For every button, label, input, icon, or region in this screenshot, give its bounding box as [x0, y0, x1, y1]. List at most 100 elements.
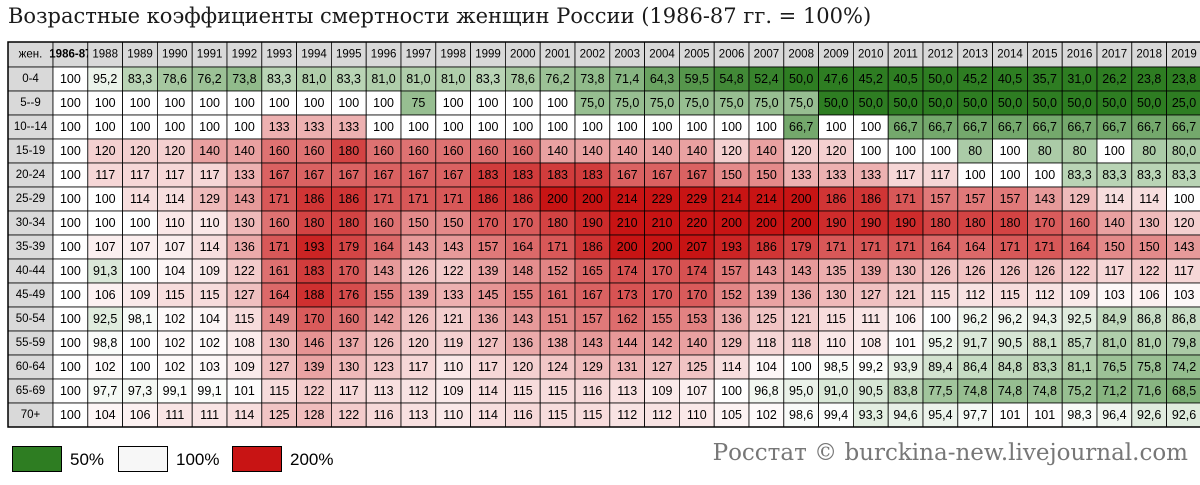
cell-value: 106	[130, 408, 151, 422]
heatmap-cell	[226, 402, 263, 428]
heatmap-cell	[435, 234, 471, 260]
heatmap-cell	[261, 258, 297, 284]
cell-value: 97,7	[963, 408, 987, 422]
heatmap-cell	[330, 282, 367, 308]
cell-value: 104	[199, 312, 220, 326]
cell-value: 120	[791, 144, 812, 158]
heatmap-cell	[1166, 378, 1200, 404]
cell-value: 120	[826, 144, 847, 158]
cell-value: 150	[1139, 240, 1160, 254]
cell-value: 210	[617, 216, 638, 230]
cell-value: 100	[95, 192, 116, 206]
heatmap-cell	[226, 282, 263, 308]
cell-value: 137	[338, 336, 359, 350]
heatmap-cell	[87, 114, 124, 140]
heatmap-cell	[1027, 330, 1063, 356]
cell-value: 100	[60, 96, 81, 110]
heatmap-cell	[1096, 90, 1133, 116]
heatmap-cell	[330, 186, 367, 212]
cell-value: 76,5	[1102, 360, 1126, 374]
heatmap-cell	[261, 330, 297, 356]
cell-value: 83,3	[1137, 168, 1161, 182]
legend-label-low: 50%	[70, 450, 105, 469]
cell-value: 124	[547, 360, 568, 374]
cell-value: 86,8	[1137, 312, 1161, 326]
cell-value: 80	[1038, 144, 1052, 158]
cell-value: 190	[895, 216, 916, 230]
cell-value: 71,6	[1137, 384, 1161, 398]
heatmap-cell	[1061, 306, 1098, 332]
cell-value: 116	[374, 408, 394, 422]
cell-value: 100	[1034, 168, 1055, 182]
cell-value: 50,0	[928, 96, 952, 110]
cell-value: 190	[582, 216, 603, 230]
cell-value: 100	[860, 144, 881, 158]
heatmap-cell	[922, 66, 959, 92]
heatmap-cell	[853, 378, 889, 404]
cell-value: 114	[1139, 192, 1159, 206]
row-header-cell	[7, 354, 54, 380]
cell-value: 100	[1174, 192, 1195, 206]
cell-value: 100	[164, 96, 185, 110]
cell-value: 129	[582, 360, 603, 374]
heatmap-cell	[156, 162, 193, 188]
heatmap-cell	[818, 282, 854, 308]
cell-value: 170	[304, 312, 325, 326]
cell-value: 143	[791, 264, 812, 278]
heatmap-cell	[574, 306, 611, 332]
column-header-label: 1998	[440, 49, 466, 61]
heatmap-cell	[887, 210, 924, 236]
cell-value: 140	[617, 144, 638, 158]
heatmap-cell	[922, 162, 959, 188]
heatmap-cell	[1096, 234, 1133, 260]
cell-value: 167	[617, 168, 638, 182]
heatmap-cell	[296, 402, 332, 428]
cell-value: 73,8	[580, 72, 604, 86]
cell-value: 81,0	[302, 72, 326, 86]
cell-value: 92,5	[93, 312, 117, 326]
cell-value: 120	[164, 144, 185, 158]
cell-value: 59,5	[685, 72, 709, 86]
cell-value: 155	[512, 288, 533, 302]
row-header-cell	[7, 114, 54, 140]
cell-value: 160	[512, 144, 533, 158]
heatmap-cell	[191, 402, 228, 428]
cell-value: 200	[791, 192, 812, 206]
heatmap-cell	[1096, 402, 1133, 428]
column-header-label: 2016	[1067, 49, 1093, 61]
cell-value: 80,0	[1172, 144, 1196, 158]
cell-value: 121	[443, 312, 464, 326]
cell-value: 188	[304, 288, 325, 302]
heatmap-cell	[122, 66, 158, 92]
cell-value: 170	[338, 264, 359, 278]
cell-value: 140	[582, 144, 603, 158]
column-header-label: 2015	[1032, 49, 1058, 61]
heatmap-cell	[992, 378, 1028, 404]
cell-value: 126	[408, 264, 429, 278]
row-header-label: 0-4	[22, 73, 39, 85]
heatmap-cell	[748, 186, 785, 212]
heatmap-cell	[748, 162, 785, 188]
heatmap-cell	[261, 282, 297, 308]
cell-value: 100	[1000, 168, 1021, 182]
heatmap-cell	[365, 354, 402, 380]
cell-value: 91,3	[93, 264, 117, 278]
heatmap-cell	[330, 66, 367, 92]
row-header-label: 70+	[21, 409, 41, 421]
cell-value: 200	[582, 192, 603, 206]
heatmap-cell	[1131, 330, 1168, 356]
heatmap-cell	[330, 138, 367, 164]
cell-value: 149	[269, 312, 290, 326]
cell-value: 170	[512, 216, 533, 230]
cell-value: 186	[756, 240, 777, 254]
heatmap-cell	[748, 354, 785, 380]
cell-value: 100	[199, 96, 220, 110]
heatmap-cell	[748, 234, 785, 260]
row-header-cell	[7, 378, 54, 404]
cell-value: 142	[652, 336, 673, 350]
cell-value: 155	[373, 288, 394, 302]
heatmap-cell	[1166, 354, 1200, 380]
cell-value: 107	[130, 240, 151, 254]
cell-value: 102	[756, 408, 777, 422]
cell-value: 120	[512, 360, 533, 374]
